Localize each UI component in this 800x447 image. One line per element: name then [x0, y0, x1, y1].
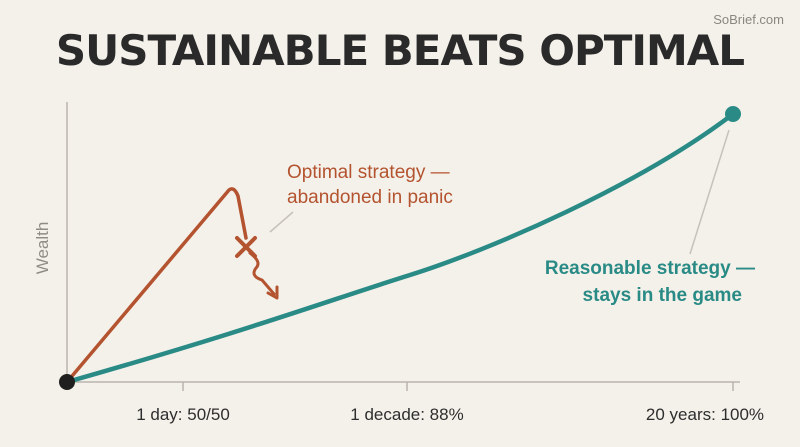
reasonable-annotation-line-2: stays in the game [583, 285, 742, 306]
reasonable-strategy-line [64, 111, 736, 385]
y-axis-label: Wealth [33, 222, 52, 275]
reasonable-endpoint-marker [725, 106, 741, 122]
origin-point [59, 374, 75, 390]
optimal-annotation-line-1: Optimal strategy — [287, 162, 450, 183]
watermark: SoBrief.com [713, 12, 784, 27]
abandon-x-icon [235, 236, 257, 258]
x-tick-label-1: 1 day: 50/50 [136, 405, 230, 424]
x-tick-label-2: 1 decade: 88% [350, 405, 463, 424]
optimal-leader-line [269, 211, 294, 233]
reasonable-annotation-line-1: Reasonable strategy — [545, 258, 755, 279]
optimal-crash-arrowhead [266, 285, 279, 300]
optimal-crash-squiggle [248, 251, 276, 296]
optimal-annotation-line-2: abandoned in panic [287, 187, 453, 208]
chart-title: SUSTAINABLE BEATS OPTIMAL [55, 26, 745, 75]
optimal-strategy-line [65, 187, 248, 384]
reasonable-leader-line [689, 129, 730, 255]
x-tick-label-3: 20 years: 100% [646, 405, 764, 424]
